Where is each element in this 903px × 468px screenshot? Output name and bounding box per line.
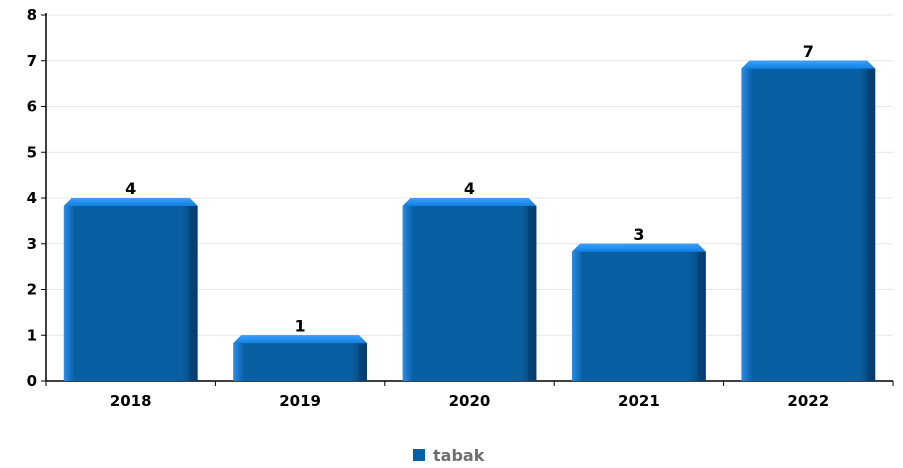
data-label: 1 <box>295 316 306 335</box>
y-tick-label: 5 <box>27 143 37 161</box>
data-label: 7 <box>803 42 814 61</box>
y-axis-ticks: 0 1 2 3 4 5 6 7 8 <box>27 6 46 390</box>
legend-label-tabak: tabak <box>433 446 485 465</box>
bar-body <box>233 335 368 381</box>
x-tick-label: 2019 <box>279 392 321 410</box>
x-axis-ticks: 2018 2019 2020 2021 2022 <box>45 381 894 410</box>
legend: tabak <box>413 446 485 465</box>
y-tick-label: 7 <box>27 52 37 70</box>
bar-body <box>571 243 706 381</box>
bar-shadow <box>528 206 537 381</box>
y-tick-label: 8 <box>27 6 37 24</box>
bar-cap <box>63 198 198 206</box>
bar <box>233 335 368 381</box>
bar-cap <box>571 243 706 252</box>
bar-cap <box>741 60 876 69</box>
bar <box>571 243 706 381</box>
data-label: 4 <box>125 179 136 198</box>
data-label: 4 <box>464 179 475 198</box>
bar-shadow <box>359 343 368 381</box>
x-tick-label: 2022 <box>787 392 829 410</box>
bar-body <box>402 198 537 381</box>
bar-body <box>741 60 876 381</box>
bar-body <box>63 198 198 381</box>
bar <box>741 60 876 381</box>
x-tick-label: 2020 <box>449 392 491 410</box>
data-labels: 4 1 4 3 7 <box>125 42 814 336</box>
legend-swatch-tabak <box>413 449 425 461</box>
bar <box>402 198 537 381</box>
y-tick-label: 2 <box>27 281 37 299</box>
bar-cap <box>233 335 368 344</box>
bar-shadow <box>867 68 876 381</box>
x-tick-label: 2018 <box>110 392 152 410</box>
x-tick-label: 2021 <box>618 392 660 410</box>
bar-cap <box>402 198 537 206</box>
bar <box>63 198 198 381</box>
y-tick-label: 1 <box>27 326 37 344</box>
bars <box>63 60 876 381</box>
y-tick-label: 3 <box>27 235 37 253</box>
y-tick-label: 4 <box>27 189 37 207</box>
bar-shadow <box>697 251 706 381</box>
bar-shadow <box>189 206 198 381</box>
data-label: 3 <box>633 225 644 244</box>
y-tick-label: 0 <box>27 372 37 390</box>
y-tick-label: 6 <box>27 98 37 116</box>
